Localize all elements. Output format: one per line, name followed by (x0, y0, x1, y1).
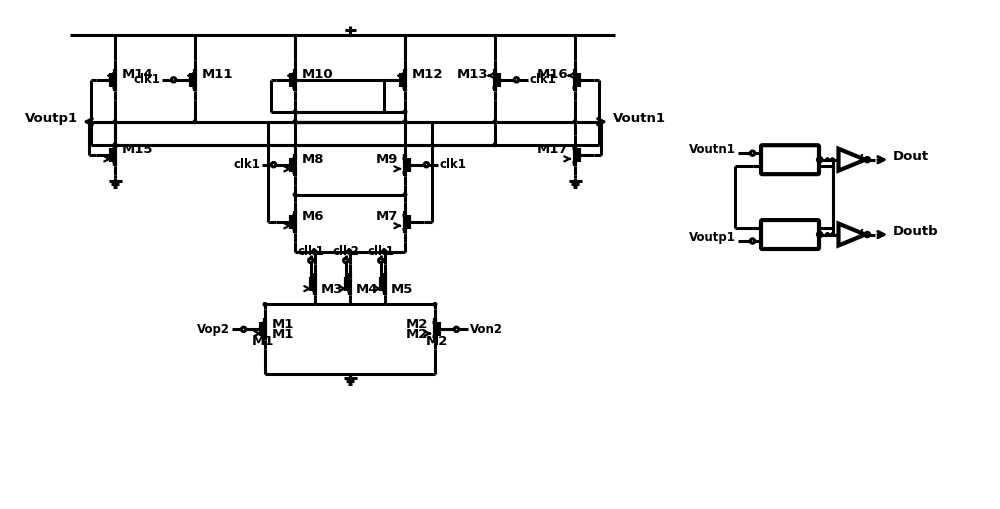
Text: M16: M16 (536, 68, 568, 81)
Circle shape (493, 120, 497, 124)
Text: Voutn1: Voutn1 (689, 143, 736, 156)
Text: M6: M6 (302, 210, 324, 223)
Text: Von2: Von2 (470, 323, 503, 336)
Text: M12: M12 (412, 68, 444, 81)
Text: M7: M7 (376, 210, 398, 223)
Circle shape (113, 143, 117, 147)
Circle shape (293, 193, 297, 196)
Text: M2: M2 (406, 318, 428, 331)
Text: Doutb: Doutb (893, 225, 939, 238)
Text: M15: M15 (122, 143, 154, 156)
Text: M9: M9 (376, 153, 398, 166)
Text: clk1: clk1 (367, 245, 394, 258)
Text: clk1: clk1 (133, 73, 160, 87)
Circle shape (433, 303, 437, 306)
Text: clk1: clk1 (297, 245, 324, 258)
Circle shape (493, 143, 497, 147)
Text: Vop2: Vop2 (197, 323, 230, 336)
Text: M3: M3 (321, 283, 344, 296)
Text: M13: M13 (456, 68, 488, 81)
Text: NOR: NOR (774, 228, 806, 241)
Text: M11: M11 (202, 68, 234, 81)
Text: M2: M2 (426, 335, 448, 348)
Circle shape (826, 158, 829, 161)
Text: M1: M1 (272, 318, 294, 331)
Circle shape (313, 250, 317, 253)
Circle shape (831, 233, 834, 236)
Text: Voutp1: Voutp1 (689, 231, 736, 244)
Text: M5: M5 (391, 283, 413, 296)
Text: M1: M1 (272, 328, 294, 342)
Circle shape (293, 120, 297, 124)
Text: M14: M14 (122, 68, 154, 81)
Circle shape (293, 110, 297, 114)
Text: M10: M10 (302, 68, 334, 81)
Circle shape (293, 120, 297, 124)
Text: clk1: clk1 (233, 158, 260, 171)
Text: clk1: clk1 (530, 73, 557, 87)
Text: NOR: NOR (774, 153, 806, 166)
Text: Voutp1: Voutp1 (25, 112, 78, 125)
Circle shape (113, 120, 117, 124)
Text: INV: INV (841, 153, 864, 166)
Text: M8: M8 (302, 153, 324, 166)
Circle shape (193, 120, 197, 124)
Text: INV: INV (841, 228, 864, 241)
Circle shape (403, 120, 407, 124)
Text: clk1: clk1 (440, 158, 467, 171)
Text: M2: M2 (406, 328, 428, 342)
Circle shape (383, 250, 387, 253)
FancyBboxPatch shape (761, 145, 819, 174)
FancyBboxPatch shape (761, 220, 819, 249)
Text: M4: M4 (356, 283, 378, 296)
Text: Voutn1: Voutn1 (613, 112, 666, 125)
Text: clk2: clk2 (332, 245, 359, 258)
Text: M1: M1 (252, 335, 274, 348)
Circle shape (573, 120, 577, 124)
Circle shape (403, 193, 407, 196)
Circle shape (826, 233, 829, 236)
Circle shape (403, 110, 407, 114)
Circle shape (403, 120, 407, 124)
Polygon shape (838, 149, 865, 171)
Text: M17: M17 (536, 143, 568, 156)
Circle shape (263, 303, 267, 306)
Circle shape (348, 250, 352, 253)
Text: Dout: Dout (893, 150, 929, 163)
Circle shape (831, 158, 834, 161)
Polygon shape (838, 223, 865, 245)
